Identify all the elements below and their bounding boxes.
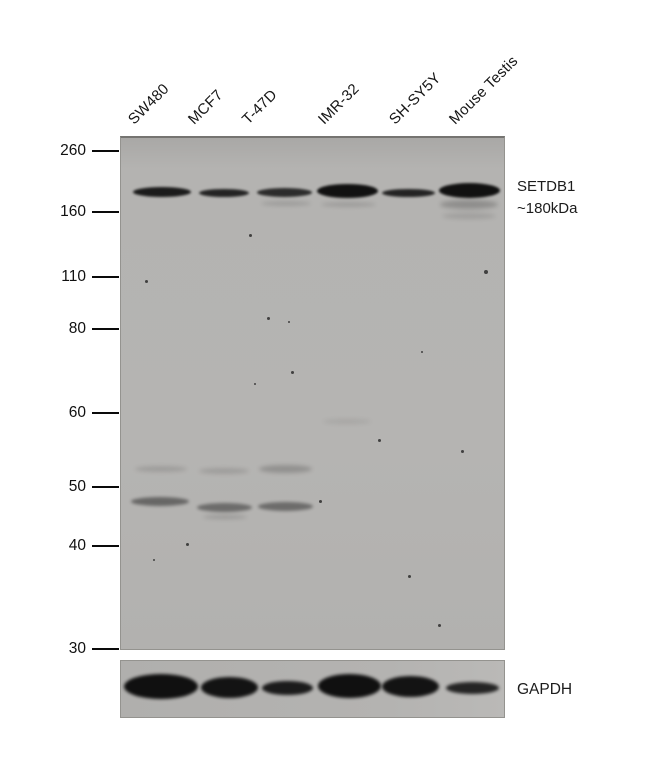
membrane-speckle <box>145 280 148 283</box>
mw-tick-line <box>92 328 119 330</box>
protein-band <box>197 503 252 512</box>
protein-band <box>199 468 249 474</box>
membrane-speckle <box>291 371 294 374</box>
membrane-speckle <box>249 234 252 237</box>
target-annotation: SETDB1 ~180kDa <box>517 176 577 220</box>
mw-marker: 40 <box>48 536 119 556</box>
protein-band <box>199 189 249 197</box>
membrane-speckle <box>267 317 270 320</box>
mw-tick-line <box>92 412 119 414</box>
lane-label: IMR-32 <box>314 80 363 128</box>
loading-control-label: GAPDH <box>517 681 573 698</box>
membrane-speckle <box>438 624 441 627</box>
protein-band <box>257 188 312 197</box>
target-protein-name: SETDB1 <box>517 178 576 195</box>
gapdh-blot-panel <box>120 660 505 718</box>
protein-band <box>318 674 381 698</box>
protein-band <box>382 676 439 697</box>
membrane-speckle <box>484 270 488 274</box>
mw-marker-label: 110 <box>61 268 86 285</box>
protein-band <box>135 466 187 472</box>
protein-band <box>261 201 311 206</box>
protein-band <box>124 674 198 699</box>
protein-band <box>133 187 191 197</box>
protein-band <box>201 677 258 698</box>
mw-marker: 110 <box>48 267 119 287</box>
protein-band <box>259 465 312 473</box>
mw-tick-line <box>92 486 119 488</box>
mw-tick-line <box>92 211 119 213</box>
mw-marker: 30 <box>48 639 119 659</box>
membrane-speckle <box>186 543 189 546</box>
protein-band <box>382 189 435 197</box>
mw-marker-label: 40 <box>68 537 86 554</box>
protein-band <box>439 183 500 198</box>
mw-tick-line <box>92 545 119 547</box>
protein-band <box>258 502 313 511</box>
lane-label: SW480 <box>124 80 173 128</box>
protein-band <box>262 681 313 695</box>
membrane-speckle <box>378 439 381 442</box>
protein-band <box>131 497 189 506</box>
lane-label: MCF7 <box>184 86 227 128</box>
lane-labels: SW480 MCF7 T-47D IMR-32 SH-SY5Y Mouse Testis <box>0 0 650 128</box>
membrane-speckle <box>254 383 256 385</box>
target-molecular-weight: ~180kDa <box>517 200 578 217</box>
protein-band <box>446 682 499 694</box>
mw-marker-label: 50 <box>68 478 86 495</box>
lane-label: T-47D <box>238 86 281 128</box>
mw-marker-label: 80 <box>68 320 86 337</box>
mw-marker: 60 <box>48 403 119 423</box>
mw-marker: 80 <box>48 319 119 339</box>
main-blot-panel <box>120 136 505 650</box>
lane-label: Mouse Testis <box>445 52 522 128</box>
protein-band <box>440 200 498 209</box>
protein-band <box>323 419 371 424</box>
protein-band <box>203 515 247 519</box>
mw-marker: 260 <box>48 141 119 161</box>
mw-marker-label: 60 <box>68 404 86 421</box>
mw-marker-label: 30 <box>68 640 86 657</box>
membrane-speckle <box>461 450 464 453</box>
membrane-speckle <box>319 500 322 503</box>
membrane-speckle <box>421 351 423 353</box>
mw-tick-line <box>92 276 119 278</box>
lane-label: SH-SY5Y <box>385 69 445 128</box>
protein-band <box>442 213 496 219</box>
protein-band <box>317 184 378 198</box>
mw-tick-line <box>92 150 119 152</box>
mw-marker: 160 <box>48 202 119 222</box>
mw-marker: 50 <box>48 477 119 497</box>
membrane-speckle <box>153 559 155 561</box>
mw-marker-label: 260 <box>60 142 86 159</box>
membrane-speckle <box>288 321 290 323</box>
membrane-speckle <box>408 575 411 578</box>
mw-marker-label: 160 <box>60 203 86 220</box>
mw-tick-line <box>92 648 119 650</box>
protein-band <box>321 202 376 207</box>
